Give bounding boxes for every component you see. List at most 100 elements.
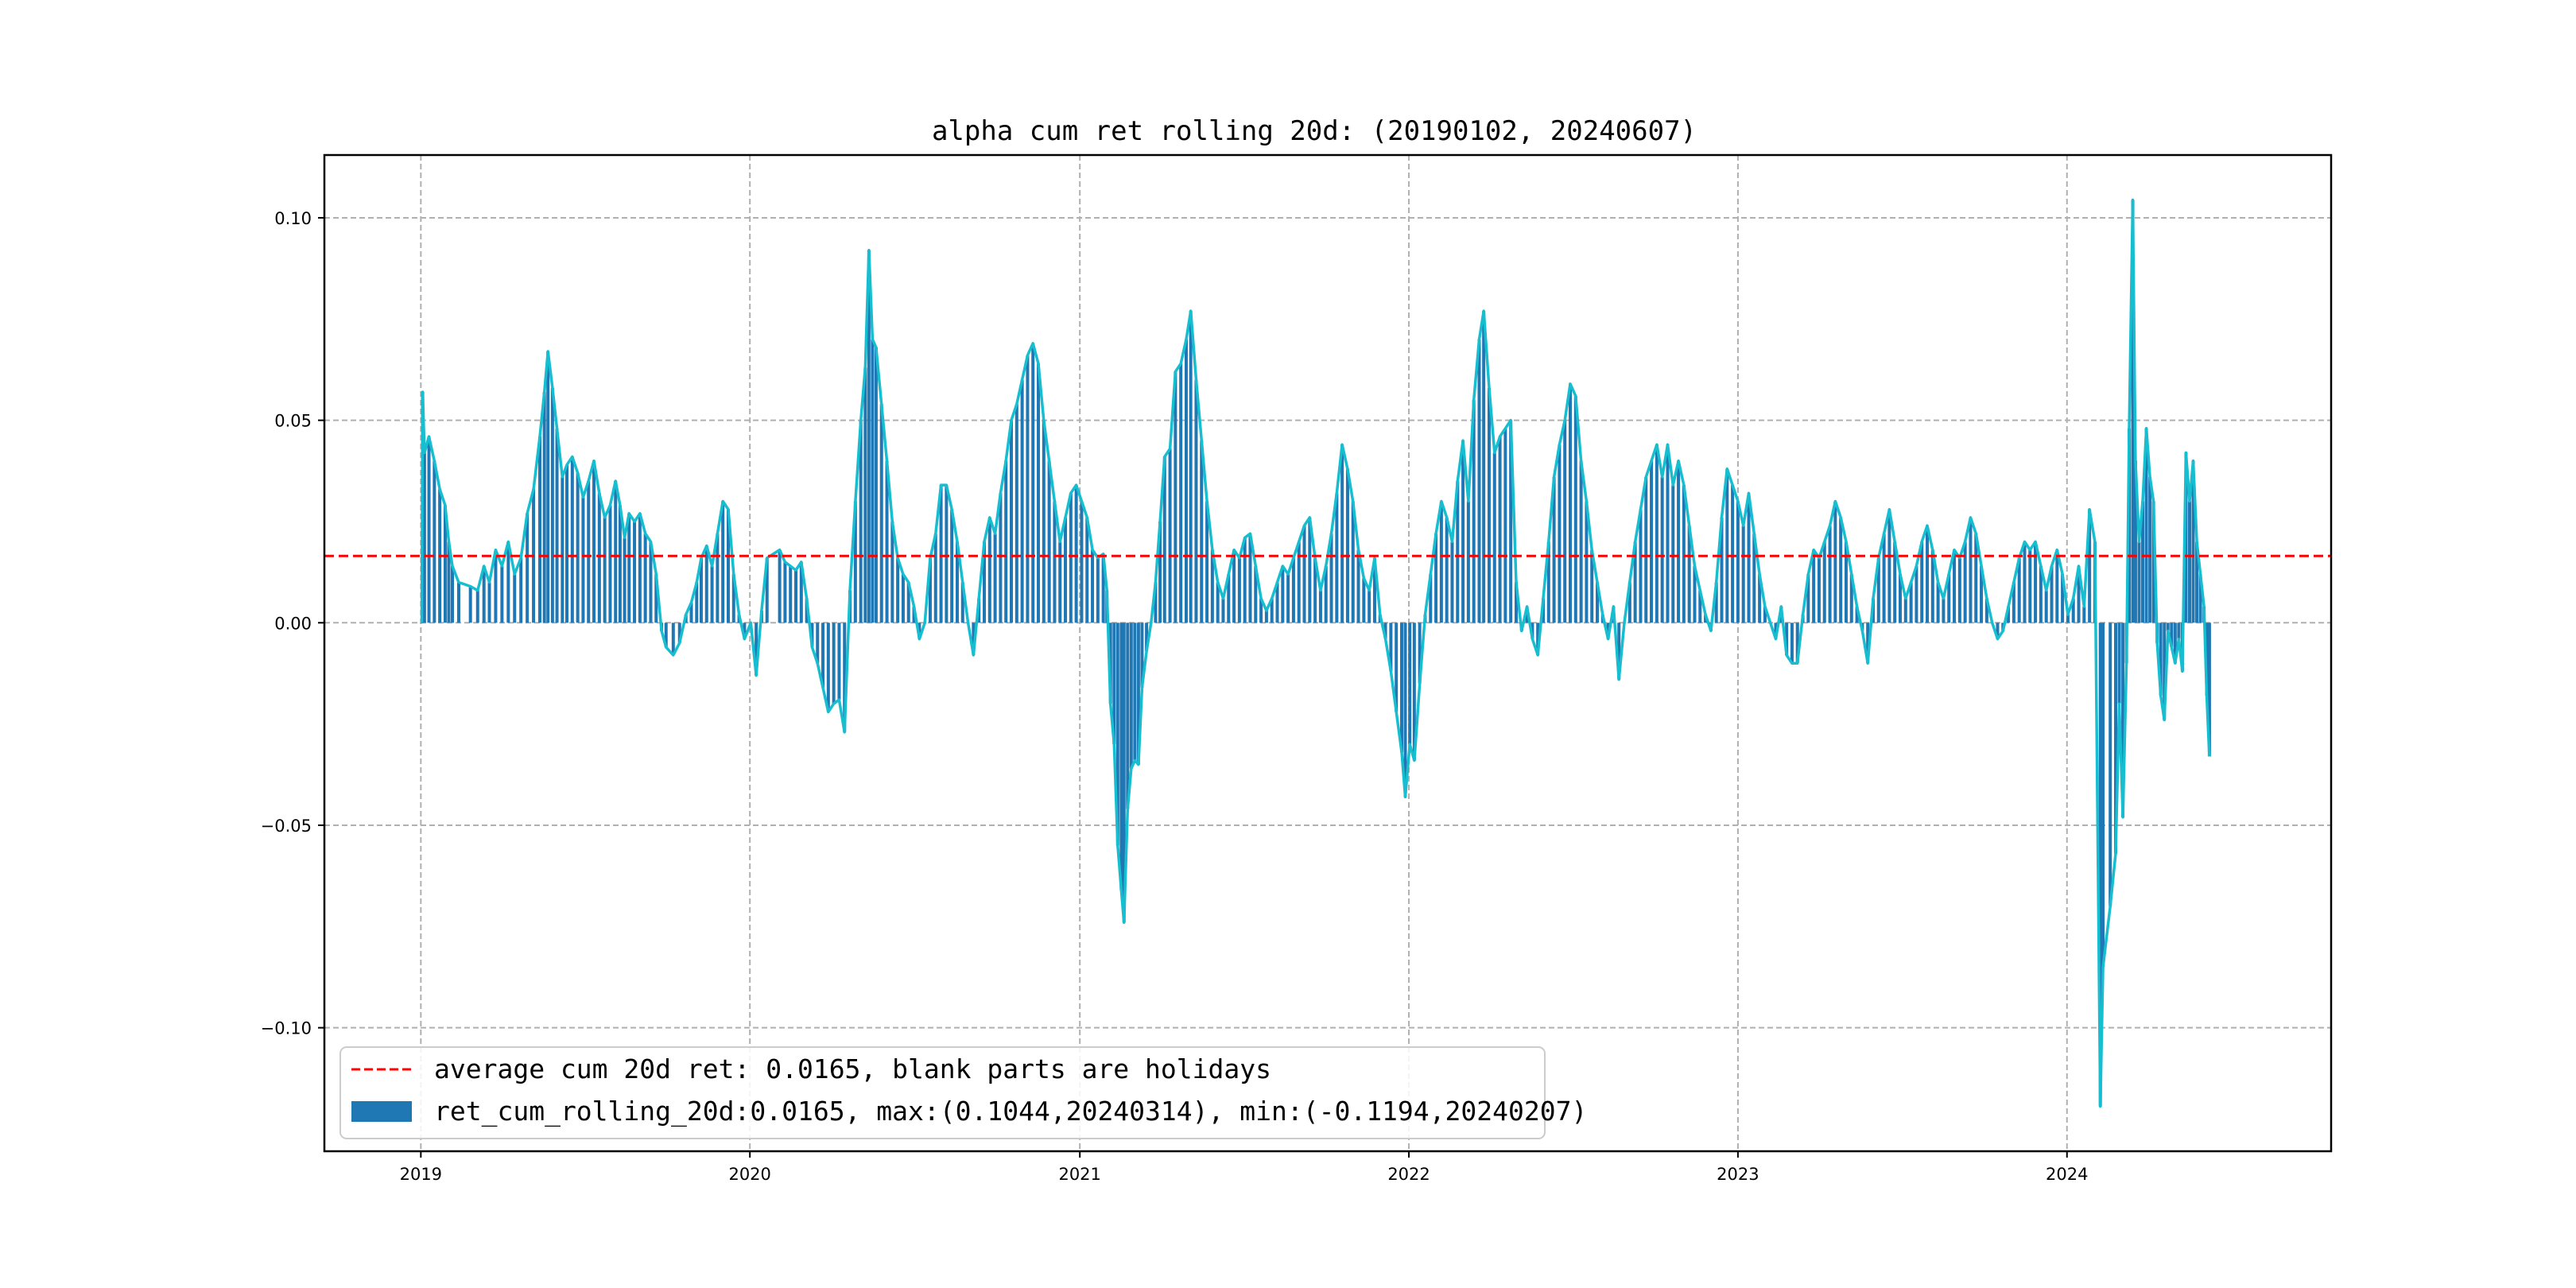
bar [731,574,735,623]
bar [542,391,546,623]
bar [1936,582,1940,623]
bar [618,505,622,623]
bar [867,250,871,623]
bar [1194,379,1198,623]
bar [2066,615,2070,623]
bar [2187,501,2191,623]
bar [608,505,612,623]
bar [1563,420,1567,623]
bar [1042,420,1046,623]
chart-title: alpha cum ret rolling 20d: (20190102, 20… [932,115,1697,147]
bar [2163,623,2167,720]
bar [821,623,825,688]
bar [755,623,758,676]
bar [422,452,426,623]
bar [2177,623,2181,639]
bar [933,533,937,623]
bar [1849,574,1853,623]
bar [1763,606,1767,623]
bar [519,557,523,623]
bar [1947,574,1951,623]
bar [1579,460,1583,623]
bar [1714,582,1718,623]
bar [500,565,504,623]
bar [721,501,725,623]
bar [2044,590,2048,623]
bar [1351,501,1355,623]
bar [1503,428,1507,623]
bar [1984,598,1988,623]
y-tick-label: 0.05 [274,412,312,431]
bar [1154,582,1158,623]
bar [2088,509,2092,623]
bar [1666,444,1670,623]
bar [1080,501,1084,623]
bar [2137,541,2141,623]
bar [955,541,959,623]
bar [1633,541,1637,623]
bar [2077,565,2081,623]
bar [1031,343,1035,623]
bar [2191,460,2195,623]
bar [555,428,559,623]
bar [633,521,637,623]
bar [1546,541,1550,623]
bar [2159,623,2163,696]
legend-swatch-bars [351,1101,412,1122]
x-tick-label: 2020 [728,1165,770,1184]
bar [1216,582,1220,623]
x-tick-label: 2022 [1387,1165,1430,1184]
bar [565,464,569,623]
bar [2071,598,2075,623]
bar [832,623,836,704]
bar [2101,623,2105,968]
bar [1552,476,1556,623]
bar [433,460,436,623]
bar [1741,526,1745,623]
bar [2173,623,2177,664]
bar [1731,485,1735,623]
x-tick-label: 2021 [1058,1165,1100,1184]
x-tick-label: 2023 [1717,1165,1759,1184]
bar [2121,623,2125,817]
bar [1963,541,1967,623]
bar [1408,623,1412,745]
bar [716,533,720,623]
bar [1264,611,1268,623]
bar [1237,557,1241,623]
bar [826,623,830,712]
bar [1053,501,1057,623]
bar [1866,623,1870,664]
bar [843,623,847,732]
bar [1122,623,1126,923]
bar [1145,623,1149,651]
bar [1445,517,1449,623]
bar [1450,541,1454,623]
bar [1957,557,1961,623]
bar [1590,549,1594,623]
bar [592,460,596,623]
bar [945,485,949,623]
bar [1275,582,1279,623]
bar [1492,452,1496,623]
bar [783,561,787,623]
bar [1101,553,1105,623]
bar [1758,574,1762,623]
bar [487,582,491,623]
bar [1286,574,1290,623]
bar [1817,557,1821,623]
y-tick-label: 0.00 [274,614,312,633]
bar [1324,565,1328,623]
bar [1736,501,1740,623]
bar [1660,476,1664,623]
x-tick-label: 2024 [2046,1165,2088,1184]
bar [1291,557,1295,623]
bar [2166,623,2170,631]
y-tick-label: 0.10 [274,209,312,228]
bar [1248,533,1252,623]
bar [1482,311,1486,623]
bar [627,513,631,623]
bar [901,574,905,623]
bar [587,481,591,623]
